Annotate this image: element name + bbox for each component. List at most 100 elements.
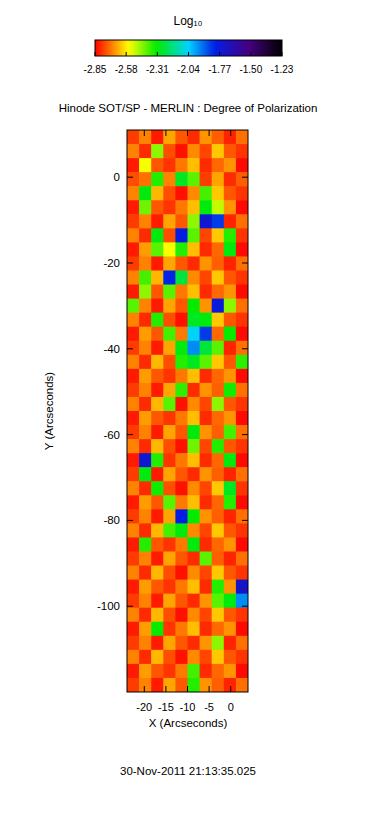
y-tick [242, 177, 248, 178]
cell [188, 158, 201, 173]
cell [236, 636, 248, 651]
cell [224, 552, 237, 567]
cell [175, 580, 188, 595]
cell [151, 327, 164, 342]
cell [188, 299, 201, 314]
cell [224, 158, 237, 173]
cell [163, 369, 176, 384]
cell [139, 158, 152, 173]
cell [224, 256, 237, 271]
cell [163, 299, 176, 314]
colorbar-tick [157, 52, 158, 56]
cell [151, 172, 164, 187]
cell [200, 271, 213, 286]
cell [200, 453, 213, 468]
cell [224, 130, 237, 145]
cell [163, 214, 176, 229]
cell [151, 411, 164, 426]
cell [139, 537, 152, 552]
cell [139, 186, 152, 201]
cell [127, 678, 140, 692]
cell [224, 228, 237, 243]
cell [188, 453, 201, 468]
cell [175, 425, 188, 440]
title: Hinode SOT/SP - MERLIN : Degree of Polar… [59, 102, 318, 114]
x-tick [165, 130, 166, 136]
cell [175, 158, 188, 173]
cell [200, 327, 213, 342]
cell [139, 608, 152, 623]
cell [200, 285, 213, 300]
cell [139, 552, 152, 567]
cell [188, 411, 201, 426]
cell [188, 369, 201, 384]
cell [188, 200, 201, 215]
cell [200, 411, 213, 426]
cell [188, 678, 201, 692]
cell [151, 622, 164, 637]
cell [151, 299, 164, 314]
cell [175, 678, 188, 692]
cell [139, 242, 152, 257]
cell [188, 355, 201, 370]
x-tick-label: 0 [228, 701, 234, 713]
cell [175, 144, 188, 159]
cell [200, 228, 213, 243]
cell [236, 664, 248, 679]
y-tick [242, 606, 248, 607]
cell [151, 636, 164, 651]
cell [188, 594, 201, 609]
cell [224, 608, 237, 623]
cell [151, 523, 164, 538]
y-tick-label: -40 [103, 343, 120, 355]
cell [151, 341, 164, 356]
cell [175, 355, 188, 370]
cell [175, 228, 188, 243]
cell [212, 509, 225, 524]
y-tick [127, 177, 133, 178]
cell [236, 608, 248, 623]
cell [236, 369, 248, 384]
cell [188, 228, 201, 243]
cell [139, 130, 152, 145]
colorbar-tick [188, 52, 189, 56]
cell [127, 242, 140, 257]
cell [236, 214, 248, 229]
cell [200, 214, 213, 229]
x-tick-label: -15 [158, 701, 174, 713]
cell [212, 650, 225, 665]
y-axis-label: Y (Arcseconds) [43, 372, 55, 451]
cell [188, 242, 201, 257]
x-tick-label: -5 [204, 701, 214, 713]
cell [127, 481, 140, 496]
cell [224, 369, 237, 384]
cell [151, 228, 164, 243]
cell [212, 566, 225, 581]
x-tick [209, 686, 210, 692]
cell [139, 214, 152, 229]
cell [151, 453, 164, 468]
cell [127, 397, 140, 412]
cell [200, 537, 213, 552]
cell [175, 467, 188, 482]
cell [212, 327, 225, 342]
cell [212, 397, 225, 412]
cell [175, 341, 188, 356]
cell [188, 495, 201, 510]
cell [212, 552, 225, 567]
cell [200, 552, 213, 567]
y-tick [127, 262, 133, 263]
cell [188, 467, 201, 482]
cell [127, 467, 140, 482]
colorbar-tick-label: -1.50 [239, 64, 262, 75]
colorbar-label: Log₁₀ [173, 14, 202, 28]
cell [127, 285, 140, 300]
cell [163, 622, 176, 637]
colorbar-tick-label: -2.85 [84, 64, 107, 75]
cell [188, 271, 201, 286]
cell [188, 566, 201, 581]
cell [188, 622, 201, 637]
cell [212, 411, 225, 426]
cell [139, 495, 152, 510]
cell [127, 622, 140, 637]
